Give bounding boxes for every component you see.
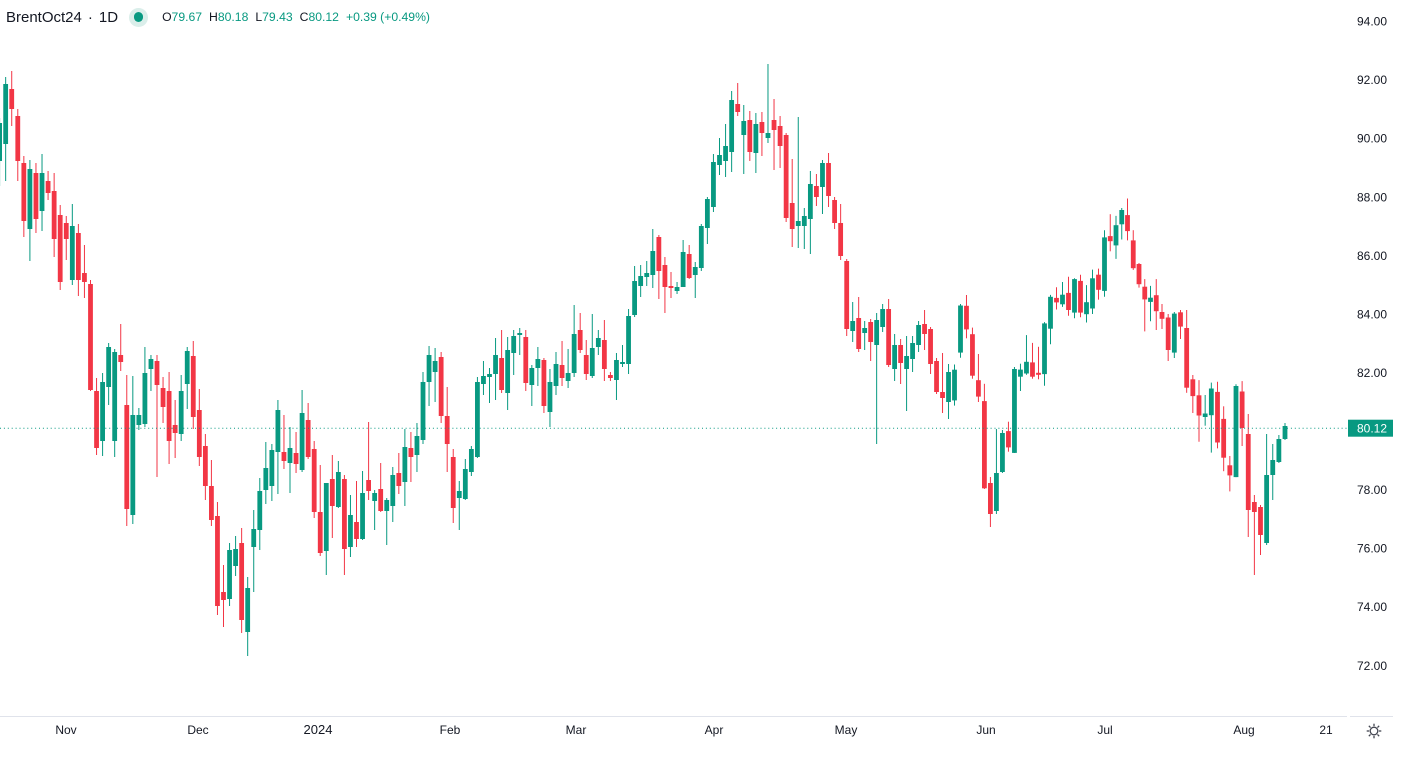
svg-text:Dec: Dec (187, 723, 208, 737)
svg-text:Jul: Jul (1097, 723, 1112, 737)
svg-text:92.00: 92.00 (1357, 73, 1387, 87)
svg-text:72.00: 72.00 (1357, 659, 1387, 673)
svg-text:84.00: 84.00 (1357, 307, 1387, 321)
svg-text:78.00: 78.00 (1357, 483, 1387, 497)
svg-text:Aug: Aug (1233, 723, 1254, 737)
svg-text:94.00: 94.00 (1357, 15, 1387, 29)
svg-text:82.00: 82.00 (1357, 366, 1387, 380)
svg-text:88.00: 88.00 (1357, 190, 1387, 204)
svg-text:May: May (835, 723, 858, 737)
svg-text:Apr: Apr (705, 723, 724, 737)
svg-text:90.00: 90.00 (1357, 132, 1387, 146)
svg-text:Mar: Mar (566, 723, 587, 737)
svg-text:21: 21 (1319, 723, 1333, 737)
svg-text:Jun: Jun (976, 723, 995, 737)
svg-text:2024: 2024 (304, 722, 333, 737)
svg-text:Feb: Feb (440, 723, 461, 737)
svg-text:Nov: Nov (55, 723, 76, 737)
svg-text:74.00: 74.00 (1357, 600, 1387, 614)
svg-text:76.00: 76.00 (1357, 542, 1387, 556)
svg-text:80.12: 80.12 (1357, 421, 1387, 435)
svg-text:86.00: 86.00 (1357, 249, 1387, 263)
